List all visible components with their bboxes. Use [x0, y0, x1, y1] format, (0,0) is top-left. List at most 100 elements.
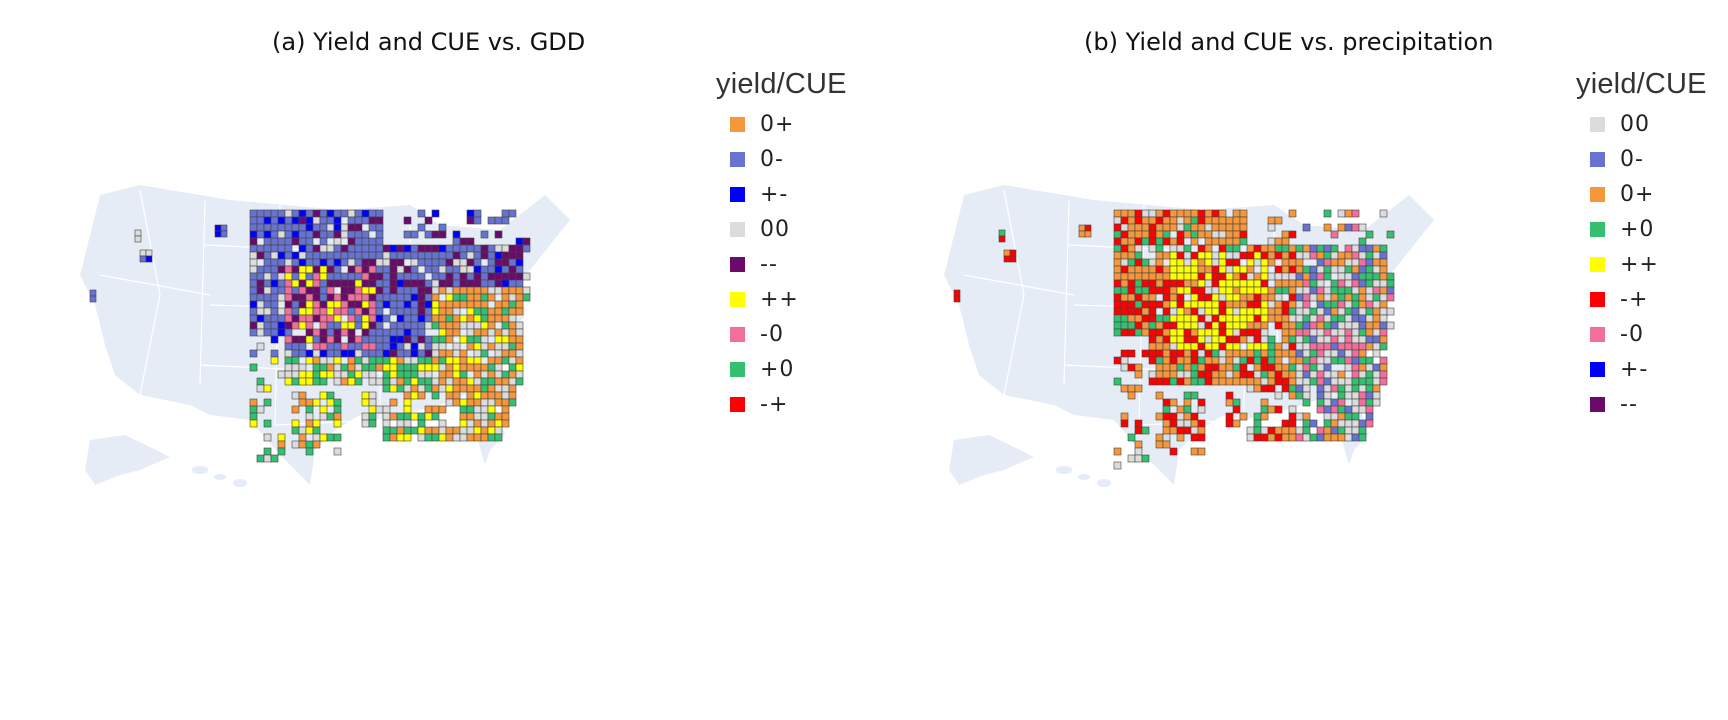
- county: [1162, 223, 1171, 232]
- county: [1316, 300, 1325, 309]
- county: [1295, 433, 1304, 442]
- county: [389, 321, 398, 330]
- county: [319, 209, 328, 218]
- county: [347, 328, 356, 337]
- county: [1113, 230, 1122, 239]
- county: [1134, 216, 1143, 225]
- legend-item[interactable]: 0-: [1576, 142, 1707, 177]
- county: [1365, 251, 1374, 260]
- county: [1253, 426, 1262, 435]
- county: [347, 223, 356, 232]
- county: [1239, 237, 1248, 246]
- county: [368, 321, 377, 330]
- county: [410, 230, 419, 239]
- county: [382, 265, 391, 274]
- county: [1225, 370, 1234, 379]
- legend-item[interactable]: 0-: [716, 142, 847, 177]
- county: [1288, 265, 1297, 274]
- legend-item[interactable]: +0: [1576, 212, 1707, 247]
- county: [410, 370, 419, 379]
- county: [1197, 244, 1206, 253]
- county: [1267, 377, 1276, 386]
- county: [1127, 223, 1136, 232]
- county: [1162, 209, 1171, 218]
- county: [1183, 279, 1192, 288]
- county: [431, 335, 440, 344]
- county: [1239, 286, 1248, 295]
- legend-item[interactable]: +-: [716, 177, 847, 212]
- county: [522, 237, 531, 246]
- legend-swatch: [1590, 397, 1605, 412]
- legend-swatch: [1590, 152, 1605, 167]
- county: [354, 349, 363, 358]
- legend-item[interactable]: -+: [716, 387, 847, 422]
- county: [1162, 419, 1171, 428]
- county: [1267, 216, 1276, 225]
- county: [1337, 335, 1346, 344]
- county: [1162, 342, 1171, 351]
- county: [340, 307, 349, 316]
- county: [466, 419, 475, 428]
- county: [347, 209, 356, 218]
- county: [1323, 342, 1332, 351]
- county: [284, 307, 293, 316]
- county: [1176, 272, 1185, 281]
- county: [347, 370, 356, 379]
- county: [1267, 293, 1276, 302]
- legend-item[interactable]: --: [716, 247, 847, 282]
- county: [1302, 223, 1311, 232]
- county: [1379, 286, 1388, 295]
- legend-swatch: [730, 187, 745, 202]
- county: [1372, 370, 1381, 379]
- legend-item[interactable]: -0: [1576, 317, 1707, 352]
- legend-item[interactable]: +-: [1576, 352, 1707, 387]
- legend-item[interactable]: ++: [1576, 247, 1707, 282]
- county: [1372, 286, 1381, 295]
- county: [1134, 244, 1143, 253]
- county: [1204, 244, 1213, 253]
- county: [445, 265, 454, 274]
- county: [1003, 249, 1011, 257]
- legend-item[interactable]: 00: [1576, 107, 1707, 142]
- county: [1113, 286, 1122, 295]
- county: [340, 209, 349, 218]
- legend-item[interactable]: -0: [716, 317, 847, 352]
- county: [1183, 342, 1192, 351]
- county: [1365, 405, 1374, 414]
- legend-item[interactable]: ++: [716, 282, 847, 317]
- legend-item[interactable]: 00: [716, 212, 847, 247]
- county: [515, 244, 524, 253]
- county: [1183, 419, 1192, 428]
- county: [1344, 349, 1353, 358]
- legend-item[interactable]: +0: [716, 352, 847, 387]
- alaska-land: [949, 435, 1034, 485]
- county: [1127, 244, 1136, 253]
- county: [473, 244, 482, 253]
- county: [1162, 293, 1171, 302]
- county: [1274, 342, 1283, 351]
- county: [1148, 328, 1157, 337]
- county: [312, 265, 321, 274]
- county: [1211, 230, 1220, 239]
- county: [410, 307, 419, 316]
- legend-item[interactable]: -+: [1576, 282, 1707, 317]
- county: [375, 377, 384, 386]
- county: [1337, 384, 1346, 393]
- county: [249, 216, 258, 225]
- county: [508, 328, 517, 337]
- county: [389, 370, 398, 379]
- county: [319, 391, 328, 400]
- county: [480, 286, 489, 295]
- county: [1316, 426, 1325, 435]
- county: [1155, 251, 1164, 260]
- county: [361, 293, 370, 302]
- county: [452, 321, 461, 330]
- county: [1169, 307, 1178, 316]
- county: [1365, 321, 1374, 330]
- county: [494, 244, 503, 253]
- legend-items: 00 0- 0+ +0 ++ -+ -0 +- --: [1576, 107, 1707, 422]
- county: [347, 258, 356, 267]
- legend-item[interactable]: --: [1576, 387, 1707, 422]
- legend-item[interactable]: 0+: [716, 107, 847, 142]
- legend-item[interactable]: 0+: [1576, 177, 1707, 212]
